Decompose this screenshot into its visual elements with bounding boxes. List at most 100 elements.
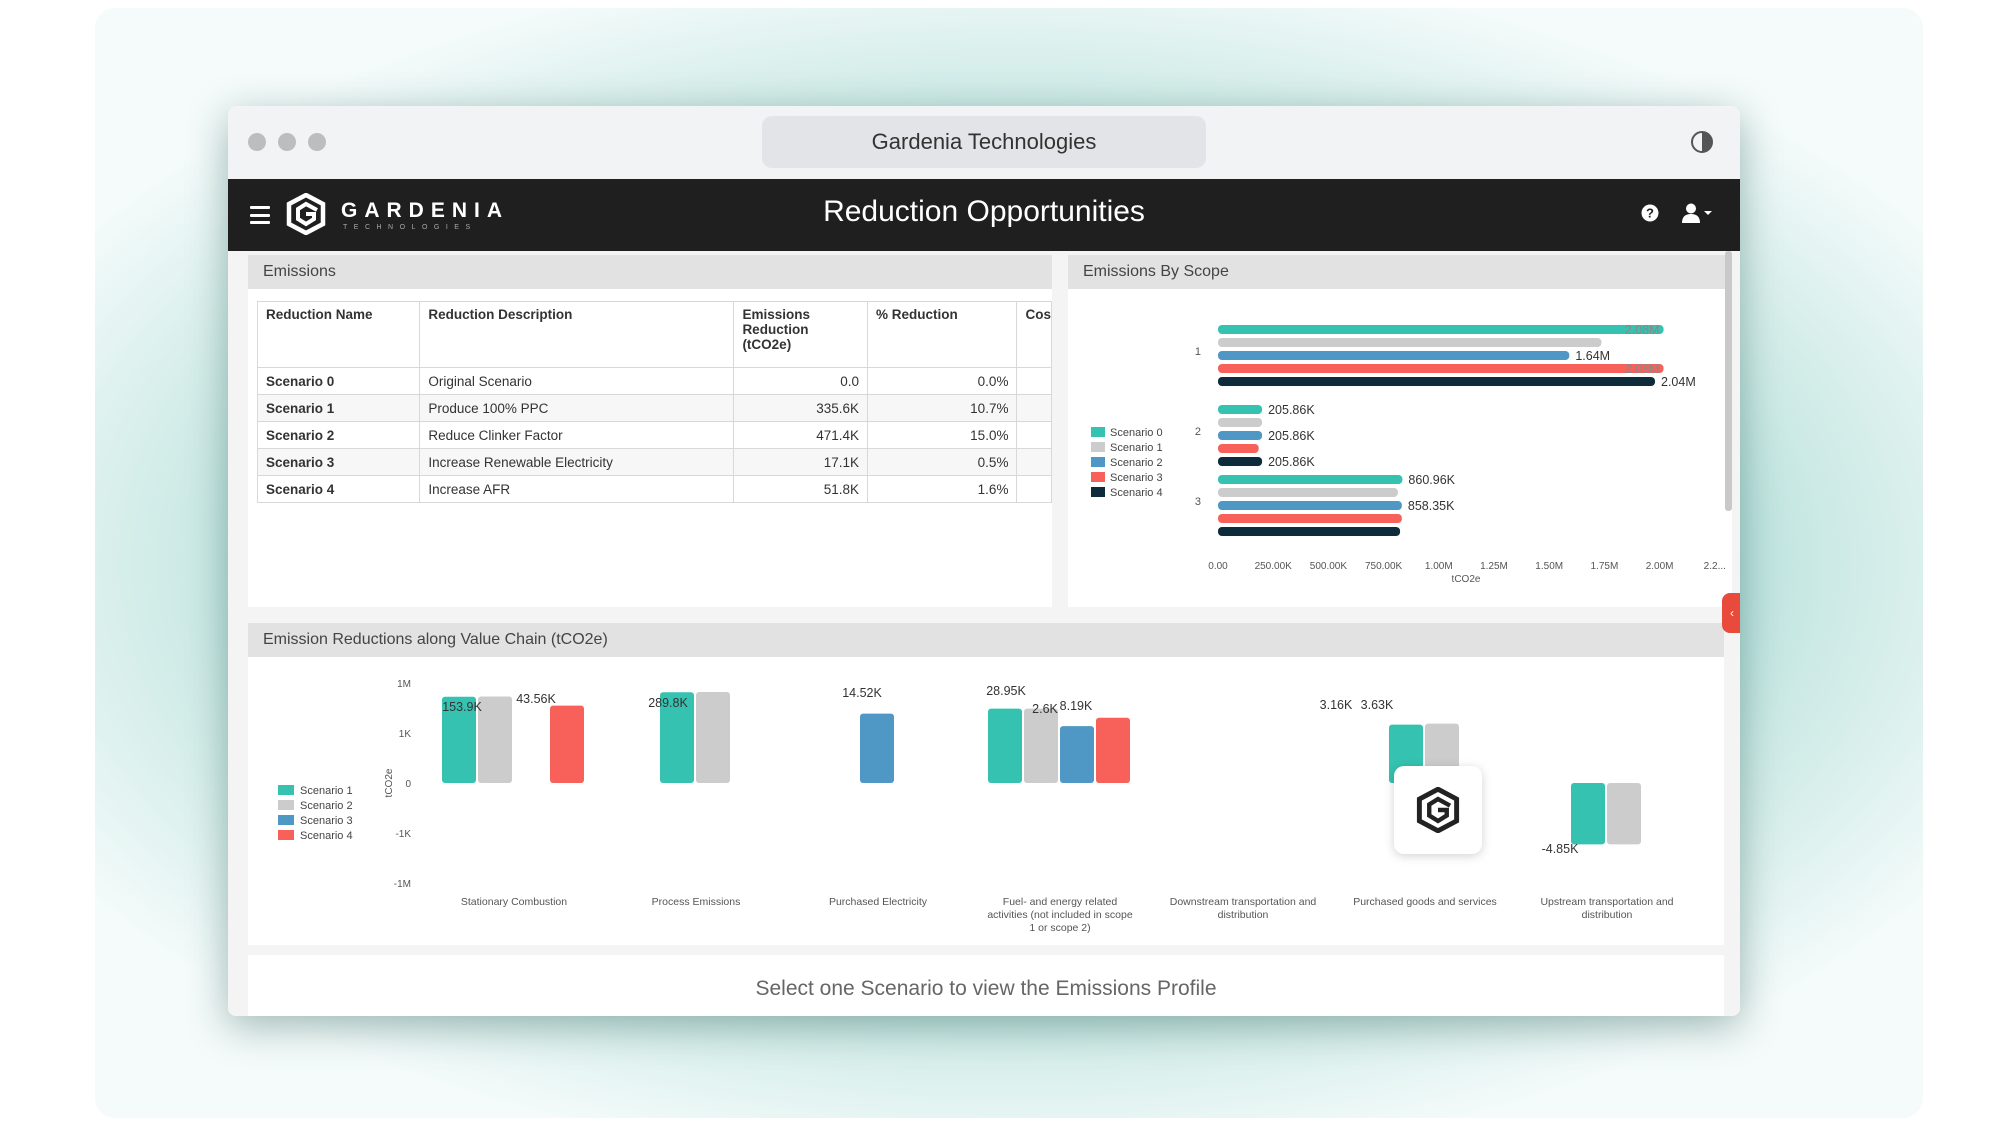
- scenario-profile-card: Select one Scenario to view the Emission…: [248, 955, 1724, 1016]
- scope-data-label: 860.96K: [1408, 473, 1455, 487]
- scope-data-label: 205.86K: [1268, 429, 1315, 443]
- scenario-name-cell: Scenario 1: [256, 394, 421, 422]
- legend-label: Scenario 2: [300, 800, 353, 812]
- table-row[interactable]: Scenario 1 Produce 100% PPC 335.6K 10.7%: [256, 394, 1052, 422]
- table-row[interactable]: Scenario 0 Original Scenario 0.0 0.0%: [256, 367, 1052, 395]
- scope-x-tick: 1.00M: [1425, 561, 1453, 572]
- gardenia-logo: [286, 193, 326, 235]
- scenario-name-cell: Scenario 0: [256, 367, 421, 395]
- category-label-line: Stationary Combustion: [461, 896, 567, 908]
- gardenia-assistant-button[interactable]: [1394, 766, 1482, 854]
- menu-icon[interactable]: [250, 206, 270, 224]
- scrollbar-thumb[interactable]: [1725, 251, 1732, 511]
- y-tick-label: 1K: [399, 729, 412, 740]
- y-tick-label: 1M: [397, 679, 411, 690]
- category-label: Purchased goods and services: [1353, 896, 1497, 908]
- side-panel-toggle[interactable]: ‹: [1722, 593, 1740, 633]
- window-zoom-dot[interactable]: [308, 133, 326, 151]
- table-header-row: Reduction Name Reduction Description Emi…: [256, 301, 1052, 368]
- value-chain-data-label: 3.63K: [1361, 698, 1394, 712]
- table-cell: [1016, 448, 1052, 476]
- emissions-by-scope-header: Emissions By Scope: [1068, 255, 1732, 289]
- table-cell: [1016, 394, 1052, 422]
- legend-swatch: [278, 830, 294, 840]
- table-cell: Reduce Clinker Factor: [419, 421, 735, 449]
- y-axis-label: tCO2e: [384, 768, 395, 797]
- table-row[interactable]: Scenario 2 Reduce Clinker Factor 471.4K 15.…: [256, 421, 1052, 449]
- scope-bar: [1218, 338, 1602, 347]
- table-row[interactable]: Scenario 3 Increase Renewable Electricity…: [256, 448, 1052, 476]
- scenario-name-cell: Scenario 3: [256, 448, 421, 476]
- category-label-line: distribution: [1218, 909, 1269, 921]
- user-menu-icon[interactable]: [1682, 203, 1714, 223]
- category-label-line: distribution: [1582, 909, 1633, 921]
- y-tick-label: 0: [405, 779, 411, 790]
- value-chain-data-label: 3.16K: [1320, 698, 1353, 712]
- column-header[interactable]: % Reduction: [867, 301, 1018, 368]
- value-chain-header: Emission Reductions along Value Chain (t…: [248, 623, 1724, 657]
- category-label: Purchased Electricity: [829, 896, 928, 908]
- column-header[interactable]: Emissions Reduction (tCO2e): [733, 301, 869, 368]
- table-cell: 1.6%: [867, 475, 1018, 503]
- table-cell: Produce 100% PPC: [419, 394, 735, 422]
- table-cell: 0.0: [733, 367, 869, 395]
- category-label-line: Fuel- and energy related: [1003, 896, 1118, 908]
- value-chain-card: Emission Reductions along Value Chain (t…: [248, 623, 1724, 945]
- legend-swatch: [1091, 472, 1105, 482]
- scope-x-tick: 0.00: [1208, 561, 1228, 572]
- table-cell: Original Scenario: [419, 367, 735, 395]
- category-label: Fuel- and energy related activities (not …: [987, 896, 1132, 934]
- value-chain-bar: [1060, 726, 1094, 783]
- table-cell: 10.7%: [867, 394, 1018, 422]
- svg-text:?: ?: [1646, 206, 1654, 221]
- scope-data-label: 2.08M: [1625, 362, 1660, 376]
- scope-bar: [1218, 501, 1402, 510]
- category-label: Downstream transportation and distributio…: [1170, 896, 1317, 921]
- table-row[interactable]: Scenario 4 Increase AFR 51.8K 1.6%: [256, 475, 1052, 503]
- scope-bar: [1218, 444, 1259, 453]
- table-cell: 0.5%: [867, 448, 1018, 476]
- scope-bar: [1218, 418, 1263, 427]
- emissions-by-scope-chart: Scenario 0 Scenario 1 Scenario 2 Scenario 3…: [1091, 323, 1726, 585]
- window-titlebar: Gardenia Technologies: [228, 106, 1740, 179]
- scope-bar: [1218, 431, 1263, 440]
- scope-bar: [1218, 475, 1403, 484]
- page-title: Reduction Opportunities: [823, 195, 1145, 228]
- contrast-icon[interactable]: [1690, 130, 1714, 154]
- column-header[interactable]: Reduction Description: [419, 301, 735, 368]
- scope-tick-label: 3: [1195, 496, 1201, 508]
- column-header[interactable]: Cos: [1016, 301, 1052, 368]
- scope-tick-label: 2: [1195, 426, 1201, 438]
- scope-data-label: 2.04M: [1661, 375, 1696, 389]
- value-chain-bar: [1607, 783, 1641, 845]
- category-label-line: Upstream transportation and: [1540, 896, 1673, 908]
- value-chain-data-label: 2.6K: [1032, 702, 1058, 716]
- brand-name: GARDENIA: [341, 199, 510, 222]
- legend-label: Scenario 1: [300, 785, 353, 797]
- emissions-card: Emissions Reduction Name Reduction Descr…: [248, 255, 1052, 607]
- scope-x-axis-label: tCO2e: [1452, 574, 1481, 585]
- table-cell: Increase AFR: [419, 475, 735, 503]
- value-chain-data-label: 8.19K: [1060, 699, 1093, 713]
- window-close-dot[interactable]: [248, 133, 266, 151]
- table-cell: [1016, 475, 1052, 503]
- value-chain-bar: [1571, 783, 1605, 845]
- table-cell: 471.4K: [733, 421, 869, 449]
- legend-label: Scenario 3: [300, 815, 353, 827]
- value-chain-bar: [860, 713, 894, 783]
- window-minimize-dot[interactable]: [278, 133, 296, 151]
- category-label-line: activities (not included in scope: [987, 909, 1132, 921]
- value-chain-data-label: -4.85K: [1542, 842, 1579, 856]
- scope-data-label: 858.35K: [1408, 499, 1455, 513]
- value-chain-bar: [478, 696, 512, 783]
- scope-bar: [1218, 527, 1401, 536]
- category-label-line: Purchased goods and services: [1353, 896, 1497, 908]
- legend-label: Scenario 1: [1110, 442, 1163, 454]
- column-header[interactable]: Reduction Name: [256, 301, 421, 368]
- scenario-name-cell: Scenario 4: [256, 475, 421, 503]
- value-chain-bar: [550, 705, 584, 783]
- scope-x-tick: 250.00K: [1255, 561, 1293, 572]
- value-chain-data-label: 153.9K: [442, 700, 482, 714]
- window-title: Gardenia Technologies: [762, 116, 1206, 168]
- help-icon[interactable]: ?: [1641, 204, 1659, 222]
